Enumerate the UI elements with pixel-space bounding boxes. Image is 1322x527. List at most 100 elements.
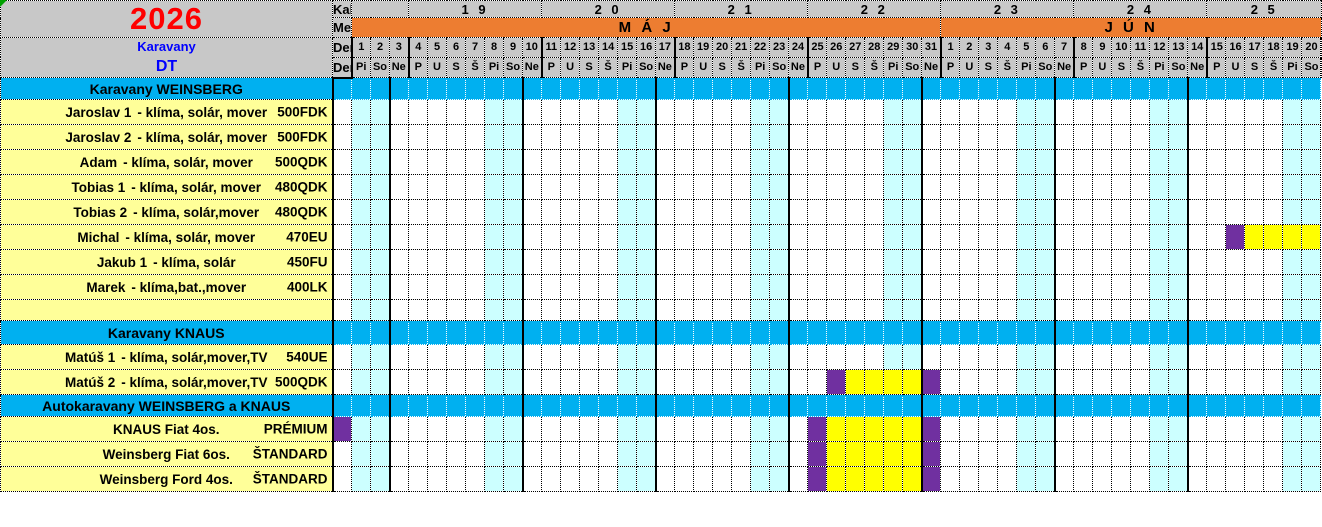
day-cell[interactable]: [465, 320, 486, 346]
booking-cell[interactable]: [920, 416, 942, 443]
booking-cell[interactable]: [883, 466, 904, 493]
day-cell[interactable]: [1206, 320, 1227, 346]
day-cell[interactable]: [331, 124, 352, 151]
day-cell[interactable]: [1149, 224, 1170, 251]
day-cell[interactable]: [636, 149, 657, 176]
day-cell[interactable]: [902, 394, 923, 418]
day-cell[interactable]: [920, 344, 942, 371]
day-cell[interactable]: [408, 174, 429, 201]
day-cell[interactable]: [351, 416, 371, 443]
day-cell[interactable]: [1092, 249, 1113, 276]
day-cell[interactable]: [446, 441, 467, 468]
day-cell[interactable]: [1186, 320, 1208, 346]
day-cell[interactable]: [1092, 299, 1113, 322]
day-cell[interactable]: [674, 394, 695, 418]
day-cell[interactable]: [902, 149, 923, 176]
day-cell[interactable]: [636, 274, 657, 301]
day-cell[interactable]: [920, 320, 942, 346]
day-cell[interactable]: [845, 224, 866, 251]
day-cell[interactable]: [750, 77, 771, 101]
day-cell[interactable]: [1092, 394, 1113, 418]
day-cell[interactable]: [465, 441, 486, 468]
day-cell[interactable]: [351, 249, 371, 276]
day-cell[interactable]: [1263, 99, 1284, 126]
day-cell[interactable]: [1149, 394, 1170, 418]
day-cell[interactable]: [769, 199, 790, 226]
day-cell[interactable]: [1186, 466, 1208, 493]
day-cell[interactable]: [1130, 394, 1151, 418]
day-cell[interactable]: [1168, 174, 1189, 201]
day-cell[interactable]: [787, 149, 809, 176]
day-cell[interactable]: [446, 466, 467, 493]
day-cell[interactable]: [465, 224, 486, 251]
day-cell[interactable]: [1301, 124, 1322, 151]
day-cell[interactable]: [331, 344, 352, 371]
day-cell[interactable]: [617, 320, 638, 346]
day-cell[interactable]: [503, 369, 524, 396]
day-cell[interactable]: [997, 249, 1018, 276]
day-cell[interactable]: [1130, 224, 1151, 251]
day-cell[interactable]: [1130, 441, 1151, 468]
vehicle-row[interactable]: Michal - klíma, solár, mover 470EU: [0, 224, 1322, 251]
day-cell[interactable]: [465, 369, 486, 396]
day-cell[interactable]: [1244, 249, 1265, 276]
day-cell[interactable]: [1073, 174, 1094, 201]
day-cell[interactable]: [465, 249, 486, 276]
day-cell[interactable]: [503, 466, 524, 493]
day-cell[interactable]: [617, 394, 638, 418]
day-cell[interactable]: [1053, 124, 1075, 151]
day-cell[interactable]: [807, 394, 828, 418]
day-cell[interactable]: [1206, 249, 1227, 276]
day-cell[interactable]: [712, 77, 733, 101]
day-cell[interactable]: [1092, 174, 1113, 201]
day-cell[interactable]: [408, 149, 429, 176]
booking-cell[interactable]: [845, 441, 866, 468]
day-cell[interactable]: [521, 224, 543, 251]
day-cell[interactable]: [636, 299, 657, 322]
day-cell[interactable]: [484, 394, 505, 418]
day-cell[interactable]: [654, 369, 676, 396]
day-cell[interactable]: [503, 199, 524, 226]
day-cell[interactable]: [1073, 320, 1094, 346]
booking-cell[interactable]: [902, 369, 923, 396]
day-cell[interactable]: [1016, 369, 1037, 396]
day-cell[interactable]: [1035, 320, 1056, 346]
day-cell[interactable]: [712, 466, 733, 493]
day-cell[interactable]: [1130, 369, 1151, 396]
day-cell[interactable]: [1092, 344, 1113, 371]
day-cell[interactable]: [1186, 299, 1208, 322]
day-cell[interactable]: [959, 174, 980, 201]
vehicle-row[interactable]: Matúš 2 - klíma, solár,mover,TV 500QDK: [0, 369, 1322, 396]
day-cell[interactable]: [446, 369, 467, 396]
day-cell[interactable]: [940, 174, 961, 201]
day-cell[interactable]: [940, 224, 961, 251]
day-cell[interactable]: [864, 320, 885, 346]
day-cell[interactable]: [370, 416, 390, 443]
day-cell[interactable]: [902, 320, 923, 346]
day-cell[interactable]: [920, 274, 942, 301]
day-cell[interactable]: [636, 174, 657, 201]
day-cell[interactable]: [408, 320, 429, 346]
day-cell[interactable]: [731, 466, 752, 493]
day-cell[interactable]: [654, 249, 676, 276]
day-cell[interactable]: [408, 369, 429, 396]
day-cell[interactable]: [521, 394, 543, 418]
day-cell[interactable]: [826, 394, 847, 418]
day-cell[interactable]: [731, 249, 752, 276]
day-cell[interactable]: [940, 124, 961, 151]
day-cell[interactable]: [598, 124, 619, 151]
day-cell[interactable]: [1186, 77, 1208, 101]
day-cell[interactable]: [1092, 466, 1113, 493]
day-cell[interactable]: [1073, 77, 1094, 101]
day-cell[interactable]: [864, 299, 885, 322]
day-cell[interactable]: [1016, 199, 1037, 226]
day-cell[interactable]: [1263, 466, 1284, 493]
day-cell[interactable]: [807, 99, 828, 126]
day-cell[interactable]: [978, 224, 999, 251]
day-cell[interactable]: [940, 466, 961, 493]
day-cell[interactable]: [331, 149, 352, 176]
day-cell[interactable]: [351, 466, 371, 493]
day-cell[interactable]: [446, 224, 467, 251]
day-cell[interactable]: [598, 249, 619, 276]
day-cell[interactable]: [636, 77, 657, 101]
